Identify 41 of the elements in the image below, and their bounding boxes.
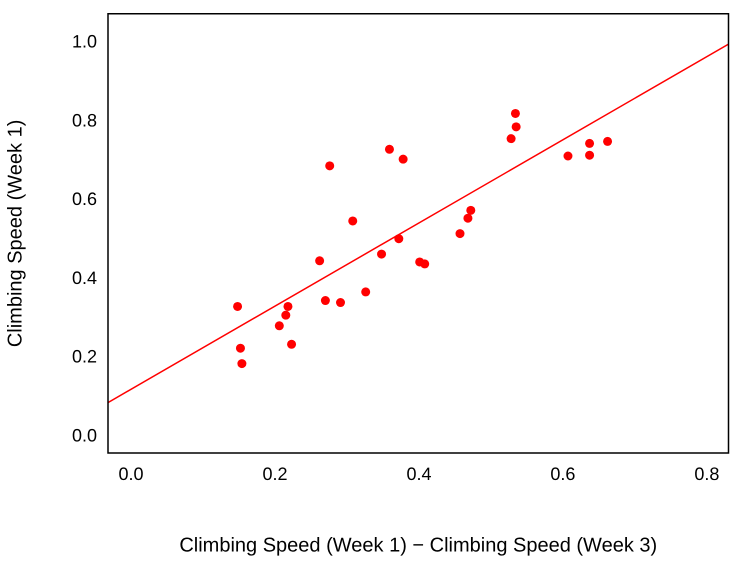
y-axis-title: Climbing Speed (Week 1) — [4, 120, 27, 348]
y-tick-label: 0.6 — [72, 189, 97, 210]
point — [512, 122, 521, 132]
point — [325, 161, 334, 170]
point — [233, 302, 242, 311]
point — [510, 108, 520, 118]
point — [361, 287, 370, 296]
y-tick-label: 1.0 — [72, 32, 97, 52]
y-tick-label: 0.0 — [72, 425, 97, 446]
point — [563, 152, 572, 160]
point — [281, 310, 290, 320]
point — [348, 216, 358, 226]
point — [394, 234, 404, 244]
x-tick-label: 0.6 — [550, 464, 576, 484]
x-axis-title: Climbing Speed (Week 1) − Climbing Speed (Week 3) — [179, 534, 658, 557]
y-tick-label: 0.4 — [72, 268, 97, 288]
point — [420, 259, 430, 268]
point — [585, 150, 594, 160]
point — [237, 359, 246, 368]
point — [585, 138, 594, 148]
point — [274, 321, 284, 330]
point — [456, 229, 464, 238]
point — [336, 298, 346, 308]
x-tick-label: 0.2 — [262, 464, 288, 484]
x-tick-label: 0.8 — [694, 464, 720, 484]
x-tick-label: 0.4 — [406, 464, 432, 484]
point — [398, 154, 408, 164]
point — [315, 256, 324, 266]
point — [377, 250, 386, 259]
point — [283, 302, 292, 311]
y-tick-label: 0.8 — [72, 110, 97, 130]
point — [603, 136, 612, 146]
point — [384, 144, 394, 154]
point — [463, 214, 472, 223]
y-tick-label: 0.2 — [72, 346, 97, 367]
point — [506, 134, 516, 144]
point — [287, 340, 296, 349]
x-tick-label: 0.0 — [118, 464, 144, 484]
point — [236, 344, 245, 353]
point — [466, 206, 476, 215]
point — [320, 296, 330, 306]
